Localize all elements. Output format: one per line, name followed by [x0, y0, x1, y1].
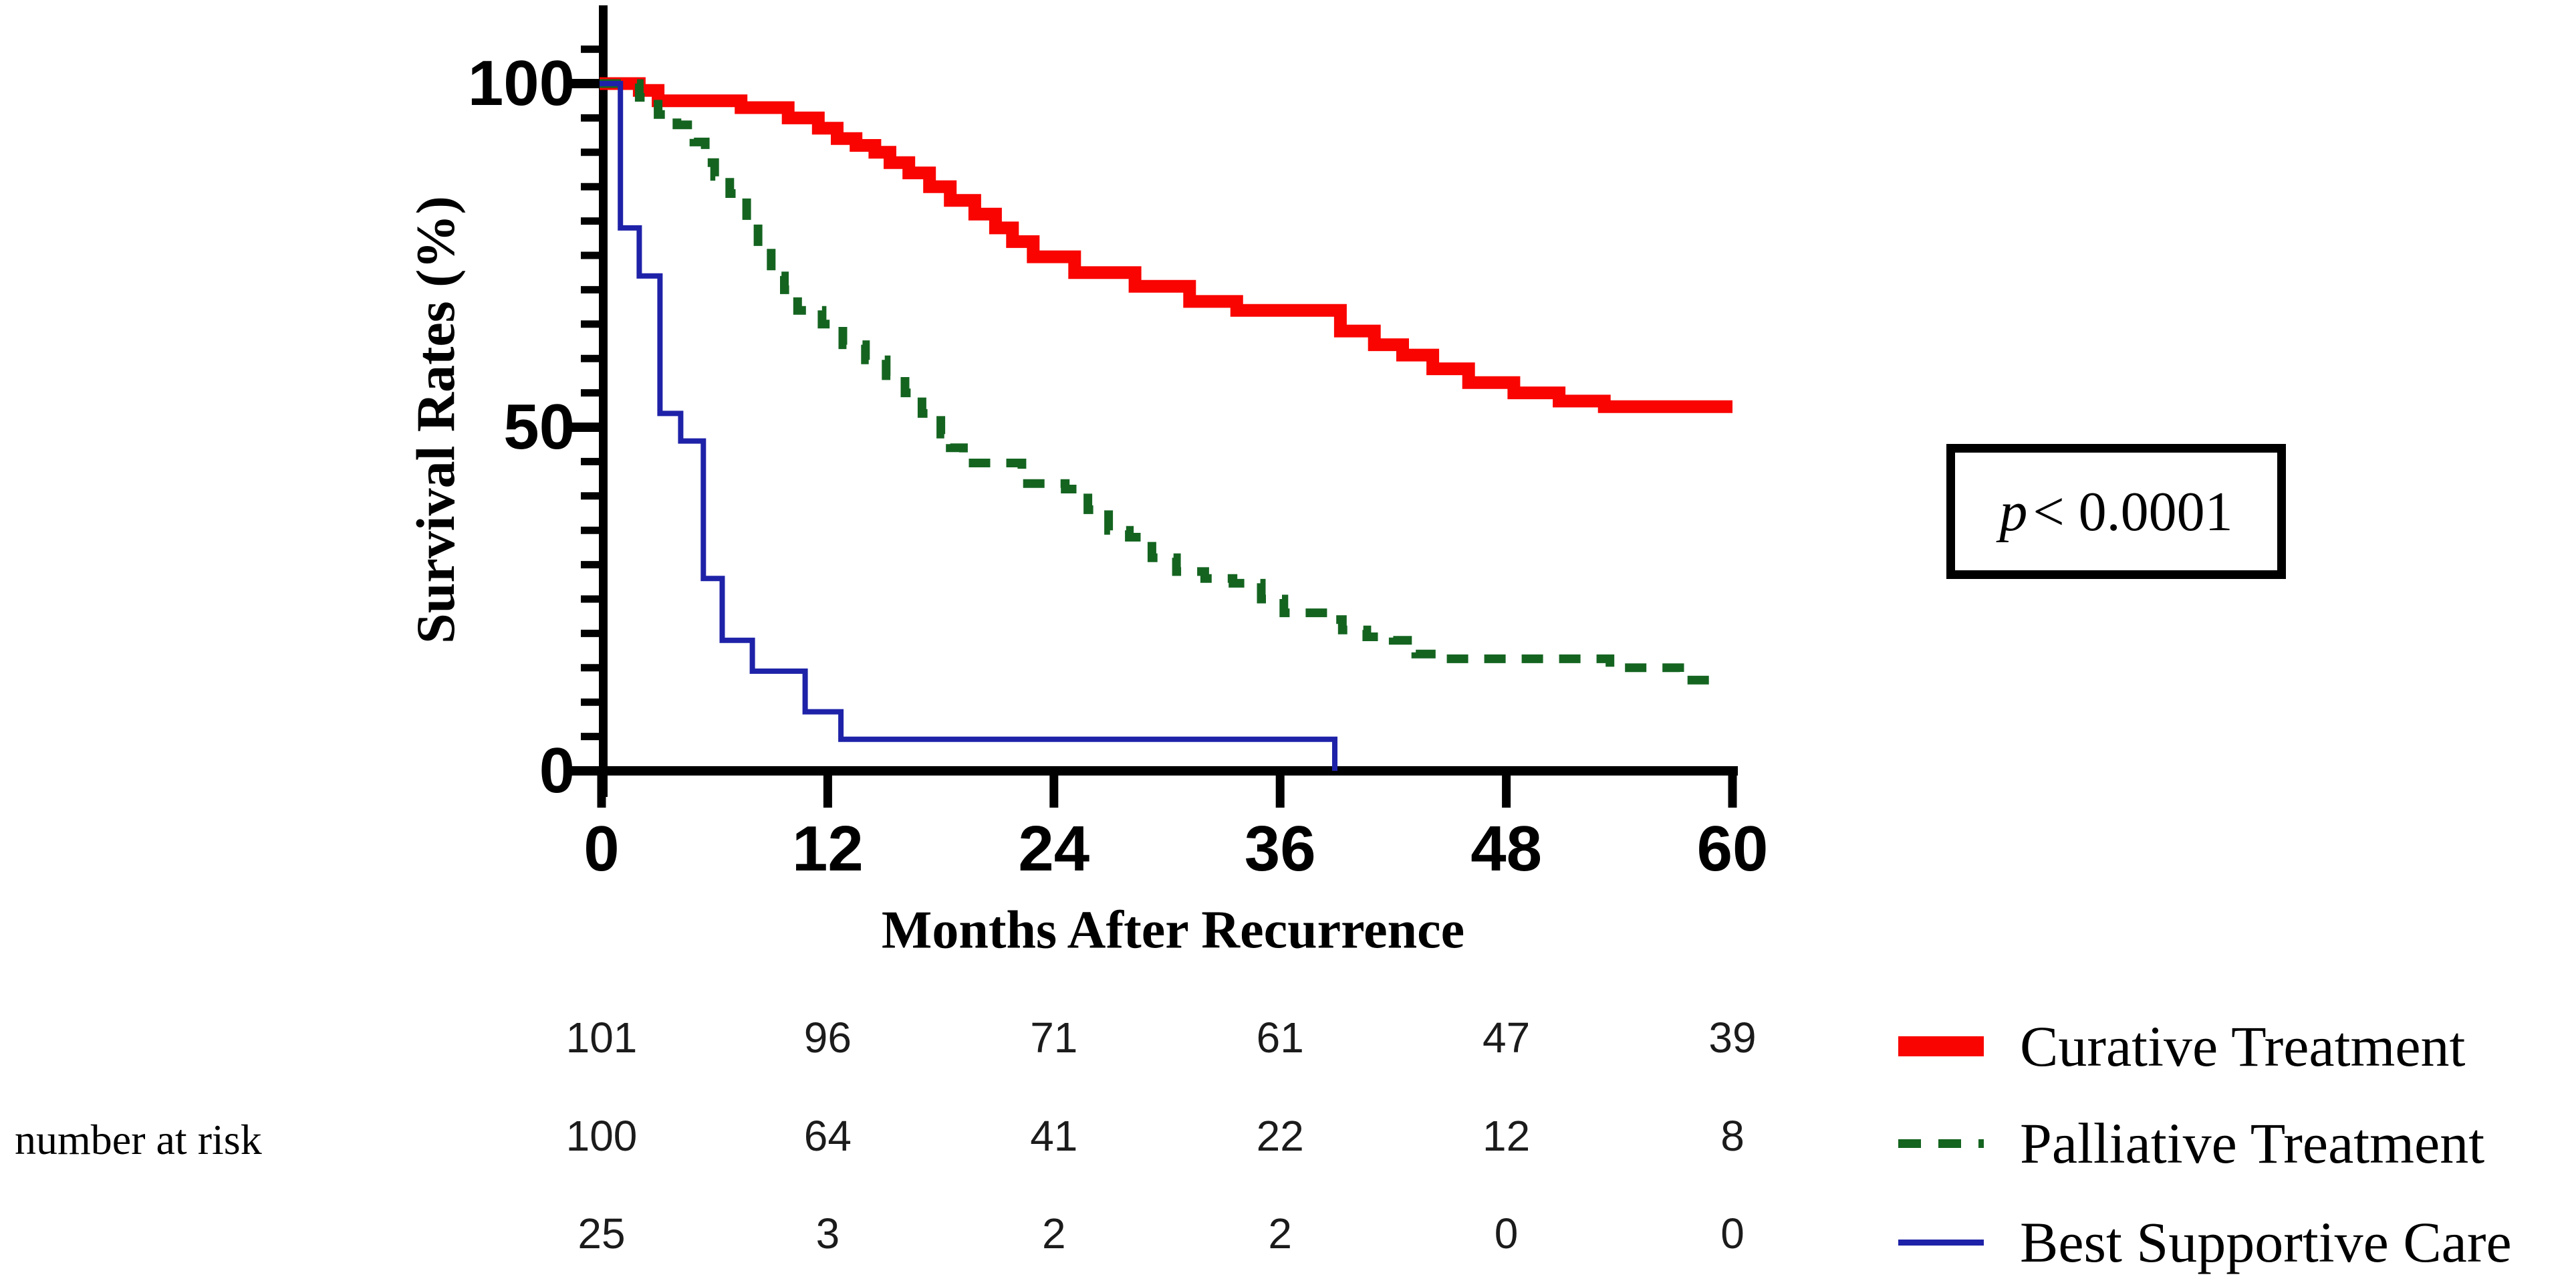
y-tick-label-0: 0 — [539, 735, 575, 806]
x-tick-label-48: 48 — [1470, 813, 1542, 885]
number-at-risk-label: number at risk — [15, 1116, 262, 1163]
x-tick-label-24: 24 — [1018, 813, 1090, 885]
curve-best-supportive-care — [600, 81, 1337, 771]
risk-cell-row3-t0: 25 — [577, 1209, 626, 1258]
p-value-symbol: p — [1999, 480, 2028, 543]
risk-cell-row3-t60: 0 — [1720, 1209, 1745, 1258]
legend-item-palliative-treatment: Palliative Treatment — [1898, 1106, 2576, 1180]
risk-cell-row2-t60: 8 — [1720, 1112, 1745, 1160]
y-tick-label-50: 50 — [503, 391, 575, 463]
legend-item-curative-treatment: Curative Treatment — [1898, 1010, 2576, 1083]
risk-cell-row1-t12: 96 — [803, 1014, 852, 1062]
risk-cell-row2-t0: 100 — [565, 1112, 638, 1160]
risk-cell-row1-t48: 47 — [1483, 1014, 1531, 1062]
x-tick-label-12: 12 — [792, 813, 864, 885]
legend-label: Palliative Treatment — [2020, 1111, 2485, 1175]
risk-cell-row2-t12: 64 — [803, 1112, 852, 1160]
p-value-text: < 0.0001 — [2033, 480, 2233, 543]
risk-cell-row1-t60: 39 — [1708, 1014, 1757, 1062]
risk-cell-row2-t24: 41 — [1030, 1112, 1078, 1160]
x-tick-label-60: 60 — [1696, 813, 1769, 885]
x-tick-label-0: 0 — [584, 813, 620, 885]
x-tick-label-36: 36 — [1244, 813, 1316, 885]
risk-cell-row2-t48: 12 — [1483, 1112, 1531, 1160]
legend-label: Curative Treatment — [2020, 1014, 2466, 1078]
risk-cell-row3-t12: 3 — [815, 1209, 840, 1258]
risk-cell-row1-t24: 71 — [1030, 1014, 1078, 1062]
legend-swatch-line-icon — [1898, 1036, 1984, 1056]
legend-swatch-line-icon — [1898, 1239, 1984, 1246]
risk-cell-row1-t0: 101 — [565, 1014, 638, 1062]
risk-cell-row3-t36: 2 — [1268, 1209, 1292, 1258]
p-value-box: p < 0.0001 — [1946, 444, 2286, 579]
risk-cell-row1-t36: 61 — [1256, 1014, 1304, 1062]
curve-curative-treatment — [600, 77, 1732, 413]
risk-cell-row3-t24: 2 — [1042, 1209, 1066, 1258]
legend-label: Best Supportive Care — [2020, 1210, 2512, 1274]
risk-cell-row3-t48: 0 — [1494, 1209, 1519, 1258]
legend-swatch-dashed-line-icon — [1898, 1139, 1984, 1148]
risk-cell-row2-t36: 22 — [1256, 1112, 1304, 1160]
curve-palliative-treatment — [600, 79, 1725, 685]
x-axis-title: Months After Recurrence — [881, 901, 1465, 960]
legend-item-best-supportive-care: Best Supportive Care — [1898, 1205, 2576, 1279]
y-tick-label-100: 100 — [467, 47, 575, 119]
